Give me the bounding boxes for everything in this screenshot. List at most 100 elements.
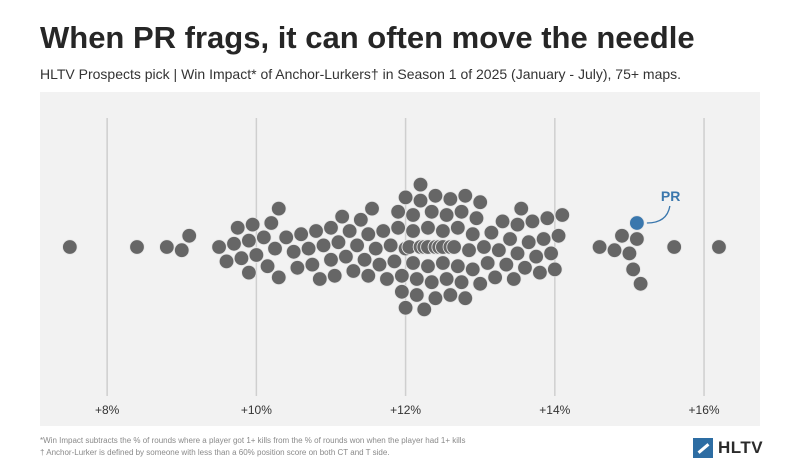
data-point bbox=[457, 188, 473, 204]
data-point bbox=[323, 252, 339, 268]
data-point bbox=[360, 226, 376, 242]
data-point bbox=[450, 220, 466, 236]
highlight-arrow bbox=[646, 205, 671, 224]
data-point bbox=[312, 271, 328, 287]
x-tick-label: +8% bbox=[95, 403, 120, 417]
data-point bbox=[181, 228, 197, 244]
data-point bbox=[494, 213, 511, 230]
data-point bbox=[271, 269, 287, 286]
data-point bbox=[412, 176, 429, 193]
data-point bbox=[390, 204, 406, 220]
data-point bbox=[487, 269, 503, 286]
footnote-win-impact: *Win Impact subtracts the % of rounds wh… bbox=[40, 436, 466, 445]
data-point bbox=[453, 274, 470, 290]
data-point bbox=[465, 261, 481, 278]
data-point bbox=[453, 204, 470, 220]
data-point bbox=[621, 245, 638, 262]
data-point bbox=[241, 264, 257, 281]
data-point bbox=[159, 239, 175, 255]
data-point bbox=[427, 188, 444, 204]
data-point bbox=[226, 236, 242, 252]
chart-title: When PR frags, it can often move the nee… bbox=[40, 20, 695, 55]
data-point bbox=[472, 194, 488, 210]
footnote-anchor-lurker: † Anchor-Lurker is defined by someone wi… bbox=[40, 448, 390, 457]
hltv-logo-text: HLTV bbox=[718, 438, 764, 457]
data-point bbox=[442, 287, 459, 303]
data-point bbox=[382, 237, 399, 254]
data-point bbox=[368, 240, 384, 257]
data-point bbox=[606, 242, 623, 258]
data-point bbox=[450, 258, 466, 274]
data-point bbox=[517, 260, 533, 276]
data-point bbox=[438, 271, 455, 287]
data-point bbox=[446, 239, 462, 255]
data-point bbox=[293, 226, 309, 242]
data-point bbox=[539, 210, 556, 226]
data-point bbox=[629, 231, 645, 247]
x-tick-label: +14% bbox=[539, 403, 570, 417]
data-point bbox=[278, 229, 294, 246]
data-point bbox=[461, 242, 477, 258]
data-point bbox=[491, 242, 507, 258]
data-point bbox=[244, 216, 261, 233]
data-point bbox=[442, 191, 459, 207]
data-point bbox=[62, 239, 78, 255]
data-point bbox=[405, 255, 421, 271]
data-point bbox=[420, 220, 436, 236]
hltv-logo-icon bbox=[693, 438, 713, 458]
data-point bbox=[550, 228, 567, 244]
data-point bbox=[211, 239, 227, 255]
data-point bbox=[632, 276, 649, 292]
x-tick-label: +16% bbox=[689, 403, 720, 417]
data-point bbox=[397, 300, 414, 316]
data-point bbox=[375, 223, 391, 239]
data-point bbox=[535, 231, 552, 247]
data-point bbox=[427, 290, 444, 306]
data-point bbox=[521, 234, 537, 250]
data-point bbox=[230, 220, 246, 236]
data-point bbox=[416, 301, 432, 318]
data-point bbox=[218, 253, 235, 270]
beeswarm-chart: +8% +10% +12% +14% +16% PR bbox=[62, 118, 727, 417]
data-point bbox=[259, 258, 276, 274]
highlight-point-pr bbox=[629, 215, 645, 231]
data-point bbox=[409, 271, 425, 287]
data-point bbox=[483, 224, 500, 241]
data-point bbox=[528, 248, 544, 265]
data-point bbox=[405, 207, 421, 223]
data-point bbox=[394, 268, 410, 284]
data-point bbox=[625, 261, 641, 278]
data-point bbox=[405, 223, 421, 239]
data-point bbox=[390, 220, 406, 236]
data-point bbox=[435, 223, 451, 239]
highlight-label: PR bbox=[661, 188, 680, 204]
data-point bbox=[502, 231, 518, 247]
plot-area: +8% +10% +12% +14% +16% PR bbox=[40, 92, 760, 426]
data-point bbox=[509, 216, 526, 233]
x-tick-label: +10% bbox=[241, 403, 272, 417]
data-point bbox=[364, 200, 380, 217]
data-point bbox=[315, 237, 332, 254]
data-point bbox=[435, 255, 451, 271]
x-tick-label: +12% bbox=[390, 403, 421, 417]
data-point bbox=[476, 239, 492, 255]
data-point bbox=[547, 261, 563, 278]
data-point bbox=[468, 210, 485, 226]
data-point bbox=[386, 253, 403, 270]
data-point bbox=[397, 189, 414, 206]
data-point bbox=[334, 208, 350, 225]
data-point bbox=[513, 200, 529, 217]
data-point bbox=[424, 274, 440, 290]
data-point bbox=[327, 268, 343, 284]
data-point bbox=[379, 271, 395, 287]
data-point bbox=[285, 244, 302, 260]
data-point bbox=[341, 223, 358, 239]
data-point bbox=[457, 290, 473, 306]
data-point bbox=[666, 239, 682, 255]
data-point bbox=[532, 264, 548, 281]
data-point bbox=[394, 284, 410, 300]
data-point bbox=[614, 228, 630, 244]
data-point bbox=[509, 245, 526, 262]
data-point bbox=[267, 240, 283, 257]
data-point bbox=[300, 240, 317, 257]
